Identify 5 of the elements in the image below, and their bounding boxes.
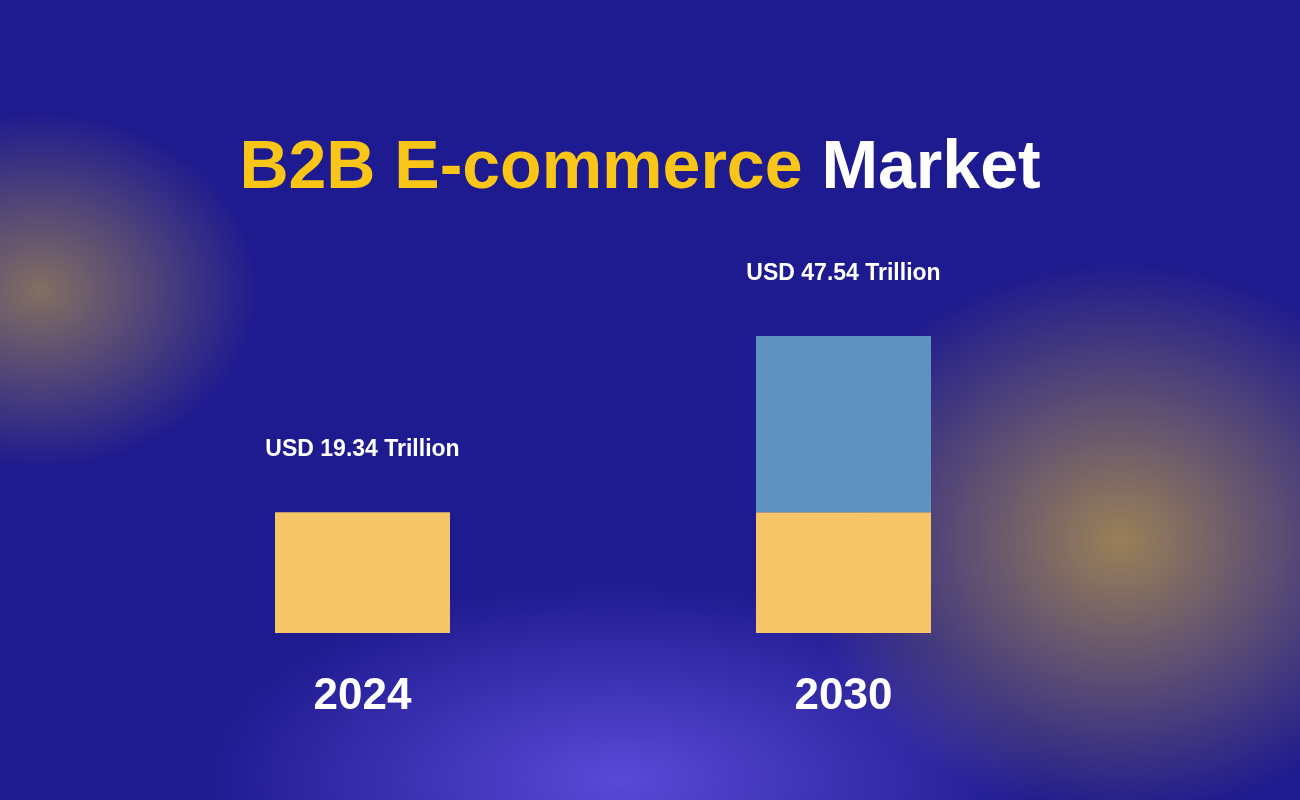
total-label: USD 47.54 Trillion [746,259,941,285]
data-label: USD 19.34 Trillion [265,435,460,462]
x-tick-label: 2024 [313,669,412,718]
x-tick-label: 2030 [794,669,893,718]
chart-title: B2B E-commerce Market [239,126,1041,202]
